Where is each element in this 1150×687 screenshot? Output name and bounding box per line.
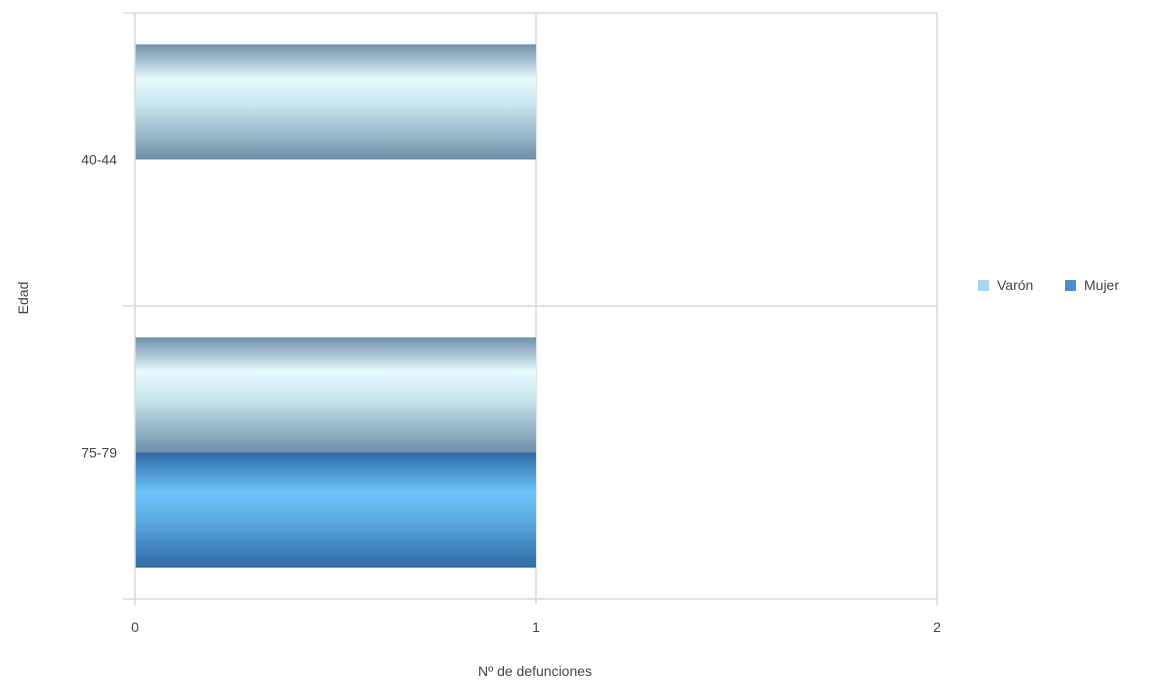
x-tick-label: 2: [933, 619, 941, 635]
x-tick-label: 0: [131, 619, 139, 635]
y-tick-label: 40-44: [81, 152, 117, 168]
legend-swatch: [978, 280, 989, 291]
axes: 0 1 2 40-44 75-79: [81, 13, 941, 635]
legend: Varón Mujer: [978, 277, 1119, 293]
bar-var-n-40-44: [135, 44, 536, 160]
legend-label: Varón: [997, 277, 1033, 293]
bars: [135, 44, 536, 568]
x-tick-label: 1: [532, 619, 540, 635]
bar-mujer-75-79: [135, 452, 536, 568]
y-axis-title: Edad: [15, 282, 31, 315]
x-axis-title: Nº de defunciones: [478, 663, 592, 679]
legend-swatch: [1065, 280, 1076, 291]
legend-label: Mujer: [1084, 277, 1119, 293]
y-tick-label: 75-79: [81, 445, 117, 461]
bar-var-n-75-79: [135, 337, 536, 453]
